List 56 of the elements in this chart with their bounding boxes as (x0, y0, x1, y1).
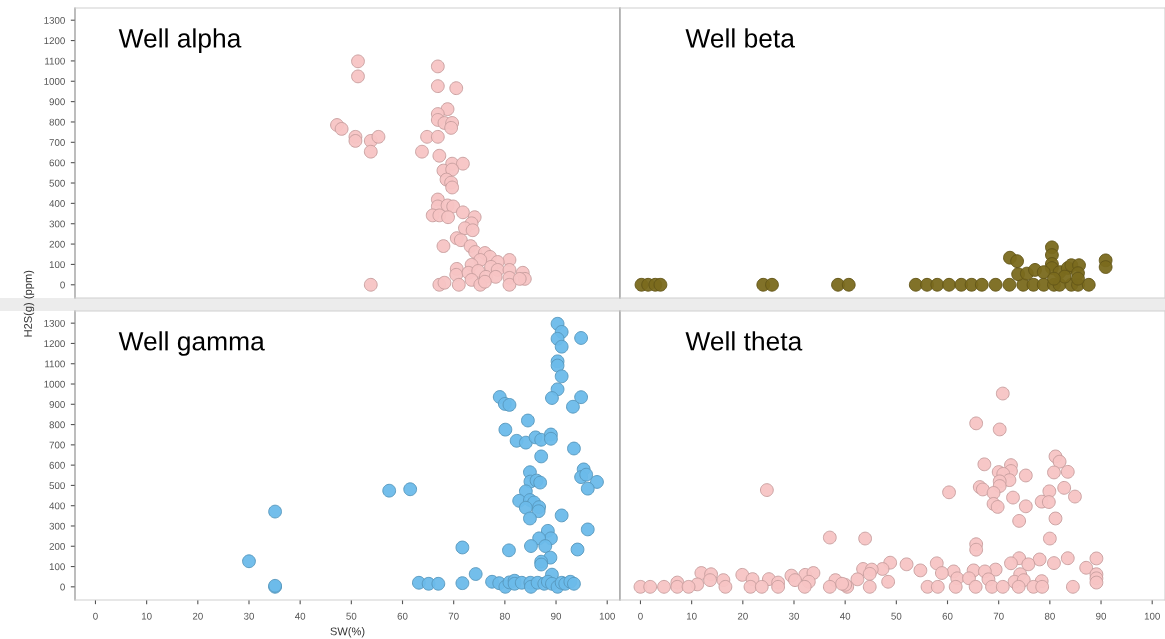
y-axis-title: H2S(g) (ppm) (23, 270, 35, 337)
y-tick-label: 700 (49, 441, 65, 449)
y-tick-label: 700 (49, 139, 65, 146)
y-tick-label: 600 (49, 461, 65, 469)
x-tick-label: 60 (397, 612, 408, 620)
x-tick-label: 100 (599, 612, 615, 620)
x-tick-label: 70 (993, 612, 1004, 620)
x-tick-label: 90 (1096, 612, 1107, 620)
y-tick-label: 300 (49, 522, 65, 530)
x-tick-label: 80 (499, 612, 510, 620)
y-tick-label: 1300 (44, 319, 65, 327)
x-tick-label: 50 (891, 612, 902, 620)
y-tick-label: 800 (49, 118, 65, 126)
y-tick-label: 500 (49, 179, 65, 187)
x-tick-label: 90 (551, 612, 562, 620)
y-tick-label: 300 (49, 220, 65, 228)
y-tick-label: 1300 (44, 16, 65, 24)
x-tick-label: 30 (788, 612, 800, 620)
x-tick-label: 10 (141, 612, 152, 620)
x-axis-title: SW(%) (330, 627, 365, 638)
y-tick-label: 0 (60, 281, 65, 289)
x-tick-label: 40 (294, 612, 306, 620)
y-tick-label: 1100 (45, 360, 65, 368)
y-tick-label: 100 (49, 563, 65, 571)
x-tick-label: 70 (448, 612, 459, 620)
x-tick-label: 60 (942, 612, 953, 620)
y-tick-label: 1000 (44, 78, 65, 85)
y-tick-label: 200 (49, 542, 65, 550)
y-tick-label: 200 (49, 240, 65, 248)
y-tick-label: 1200 (44, 37, 65, 45)
x-tick-label: 0 (93, 612, 98, 620)
y-tick-label: 1100 (45, 57, 65, 65)
y-tick-label: 800 (49, 421, 65, 429)
x-tick-label: 80 (1044, 612, 1055, 620)
x-tick-label: 100 (1144, 612, 1160, 620)
x-tick-label: 10 (686, 612, 697, 620)
x-tick-label: 50 (346, 612, 357, 620)
text: Well beta (685, 28, 795, 48)
y-tick-label: 500 (49, 482, 65, 490)
y-tick-label: 900 (49, 98, 65, 106)
x-tick-label: 20 (737, 612, 748, 620)
text: Well theta (685, 331, 803, 351)
x-tick-label: 40 (839, 612, 851, 620)
y-tick-label: 900 (49, 401, 65, 408)
y-tick-label: 1000 (44, 380, 65, 388)
text: Well gamma (118, 331, 265, 356)
x-tick-label: 30 (243, 612, 255, 620)
y-tick-label: 100 (49, 261, 65, 269)
x-tick-label: 20 (192, 612, 203, 620)
x-tick-label: 0 (638, 612, 643, 620)
y-tick-label: 1200 (44, 340, 65, 348)
text: Well alpha (118, 28, 242, 53)
y-tick-label: 400 (49, 502, 65, 510)
y-tick-label: 400 (49, 200, 65, 207)
y-tick-label: 0 (60, 583, 65, 591)
y-tick-label: 600 (49, 159, 65, 167)
